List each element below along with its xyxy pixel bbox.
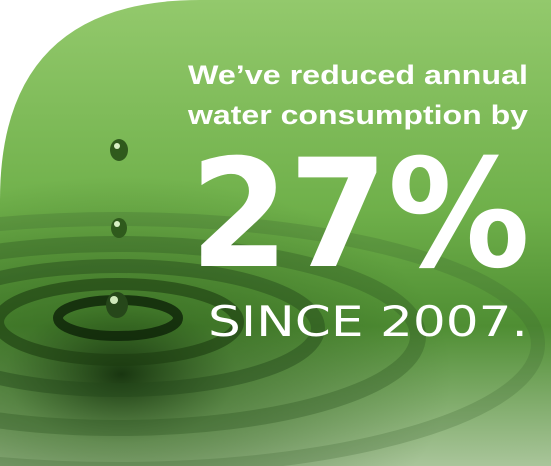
droplets <box>106 139 128 318</box>
droplet <box>111 218 127 238</box>
droplet-highlight <box>110 296 118 304</box>
ripple <box>0 259 325 397</box>
droplet <box>110 139 128 161</box>
headline-line: water consumption by <box>187 100 528 130</box>
since-text: SINCE 2007. <box>208 297 528 346</box>
droplet-highlight <box>114 221 120 227</box>
droplet-highlight <box>114 143 120 149</box>
ripple <box>0 278 244 366</box>
droplet <box>106 292 128 318</box>
big-figure: 27% <box>190 128 530 302</box>
ripple-shadow <box>0 150 551 466</box>
headline-line: We’ve reduced annual <box>188 60 528 90</box>
ripple <box>0 236 426 436</box>
